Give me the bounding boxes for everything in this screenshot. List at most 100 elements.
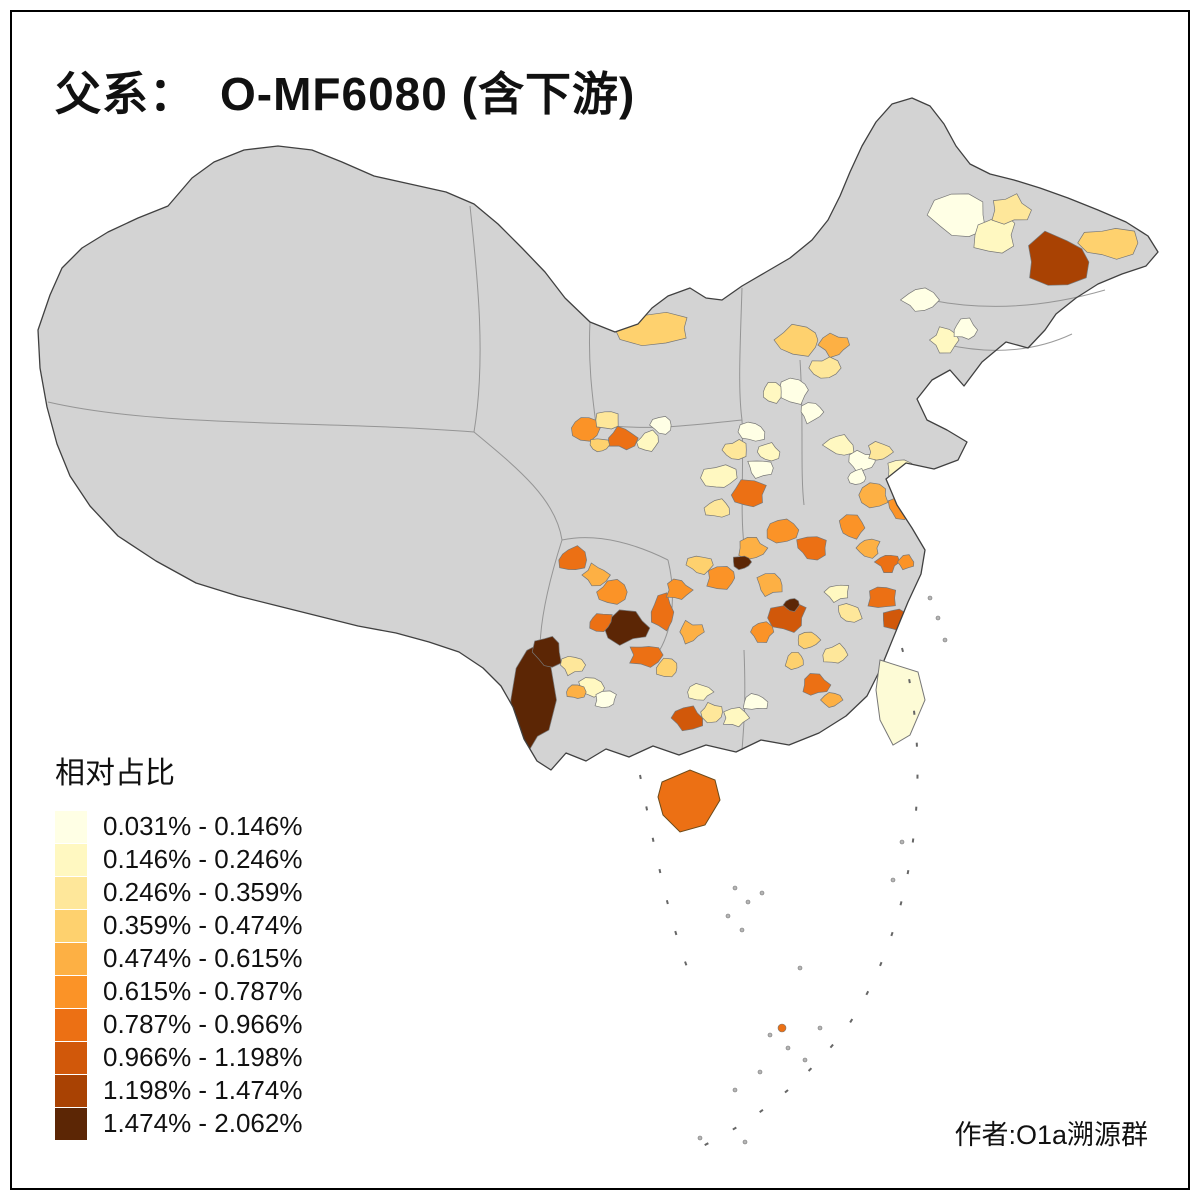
island-speck	[817, 1025, 823, 1031]
island-speck	[899, 839, 905, 845]
island-speck	[927, 595, 933, 601]
legend: 相对占比 0.031% - 0.146% 0.146% - 0.246% 0.246…	[55, 748, 302, 1140]
prefecture-region	[655, 657, 678, 678]
prefecture-region	[847, 468, 867, 485]
legend-swatch	[55, 1107, 87, 1140]
prefecture-region	[782, 598, 800, 612]
legend-swatch	[55, 876, 87, 909]
island-speck	[742, 1139, 748, 1145]
legend-label: 0.246% - 0.359%	[103, 877, 303, 907]
prefecture-region	[750, 621, 775, 643]
prefecture-region	[873, 554, 901, 573]
island-speck	[890, 877, 896, 883]
legend-label: 1.198% - 1.474%	[103, 1075, 303, 1105]
prefecture-region	[558, 545, 587, 570]
prefecture-region	[703, 498, 730, 518]
china-mainland	[38, 98, 1158, 770]
prefecture-region	[742, 693, 769, 710]
island-speck	[757, 1069, 763, 1075]
legend-item: 0.787% - 0.966%	[55, 1008, 302, 1041]
prefecture-region	[733, 555, 753, 571]
prefecture-region	[738, 536, 769, 560]
prefecture-region	[823, 584, 850, 603]
prefecture-region	[595, 411, 619, 430]
prefecture-region	[838, 603, 863, 623]
prefecture-region	[589, 613, 613, 633]
island-speck	[767, 1032, 773, 1038]
legend-swatch	[55, 942, 87, 975]
prefecture-region	[629, 646, 664, 668]
legend-swatch	[55, 1074, 87, 1107]
prefecture-region	[926, 193, 986, 237]
island-speck	[697, 1135, 703, 1141]
legend-item: 1.198% - 1.474%	[55, 1074, 302, 1107]
island-speck	[935, 615, 941, 621]
prefecture-region	[560, 655, 587, 677]
prefecture-region	[721, 438, 747, 460]
prefecture-region	[756, 442, 781, 462]
prefecture-region	[991, 193, 1032, 225]
legend-swatch	[55, 810, 87, 843]
prefecture-region	[747, 460, 774, 479]
prefecture-region	[848, 449, 876, 474]
legend-label: 0.615% - 0.787%	[103, 976, 303, 1006]
prefecture-region	[700, 701, 723, 724]
legend-items: 0.031% - 0.146% 0.146% - 0.246% 0.246% - 0…	[55, 810, 302, 1140]
prefecture-region	[928, 326, 960, 354]
prefecture-region	[636, 429, 659, 452]
prefecture-region	[596, 579, 628, 605]
prefecture-region	[953, 317, 979, 340]
legend-swatch	[55, 843, 87, 876]
colored-islet	[777, 1023, 787, 1033]
prefecture-region	[1077, 228, 1139, 260]
prefecture-region	[766, 518, 800, 544]
prefecture-region	[649, 416, 672, 435]
legend-swatch	[55, 1008, 87, 1041]
prefecture-region	[756, 573, 783, 597]
prefecture-region	[817, 332, 851, 359]
prefecture-region	[594, 690, 617, 709]
legend-swatch	[55, 909, 87, 942]
small-islands	[697, 595, 948, 1145]
legend-item: 0.359% - 0.474%	[55, 909, 302, 942]
prefecture-region	[679, 619, 705, 645]
map-title: 父系： O-MF6080 (含下游)	[55, 68, 636, 120]
island-speck	[745, 899, 751, 905]
prefecture-region	[858, 482, 889, 509]
legend-label: 1.474% - 2.062%	[103, 1108, 303, 1138]
colored-prefectures	[510, 193, 1139, 757]
legend-label: 0.474% - 0.615%	[103, 943, 303, 973]
legend-title: 相对占比	[55, 757, 175, 790]
legend-item: 0.966% - 1.198%	[55, 1041, 302, 1074]
legend-item: 0.615% - 0.787%	[55, 975, 302, 1008]
prefecture-region	[773, 323, 819, 357]
prefecture-region	[808, 356, 842, 379]
prefecture-region	[730, 479, 767, 508]
prefecture-region	[1028, 230, 1090, 286]
legend-item: 0.246% - 0.359%	[55, 876, 302, 909]
prefecture-region	[896, 554, 915, 571]
prefecture-region	[706, 566, 736, 590]
island-speck	[785, 1045, 791, 1051]
island-speck	[725, 913, 731, 919]
prefecture-region	[608, 425, 639, 451]
legend-swatch	[55, 975, 87, 1008]
legend-swatch	[55, 1041, 87, 1074]
prefecture-region	[838, 514, 866, 540]
legend-label: 0.787% - 0.966%	[103, 1009, 303, 1039]
prefecture-region	[784, 651, 804, 670]
prefecture-region	[867, 586, 897, 608]
prefecture-region	[797, 631, 822, 650]
island-speck	[797, 965, 803, 971]
prefecture-region	[670, 705, 703, 732]
prefecture-region	[855, 538, 881, 559]
prefecture-region	[737, 421, 766, 442]
prefecture-region	[802, 673, 832, 696]
island-speck	[802, 1057, 808, 1063]
prefecture-region	[899, 287, 940, 312]
legend-label: 0.359% - 0.474%	[103, 910, 303, 940]
island-speck	[942, 637, 948, 643]
prefecture-region	[882, 608, 910, 632]
